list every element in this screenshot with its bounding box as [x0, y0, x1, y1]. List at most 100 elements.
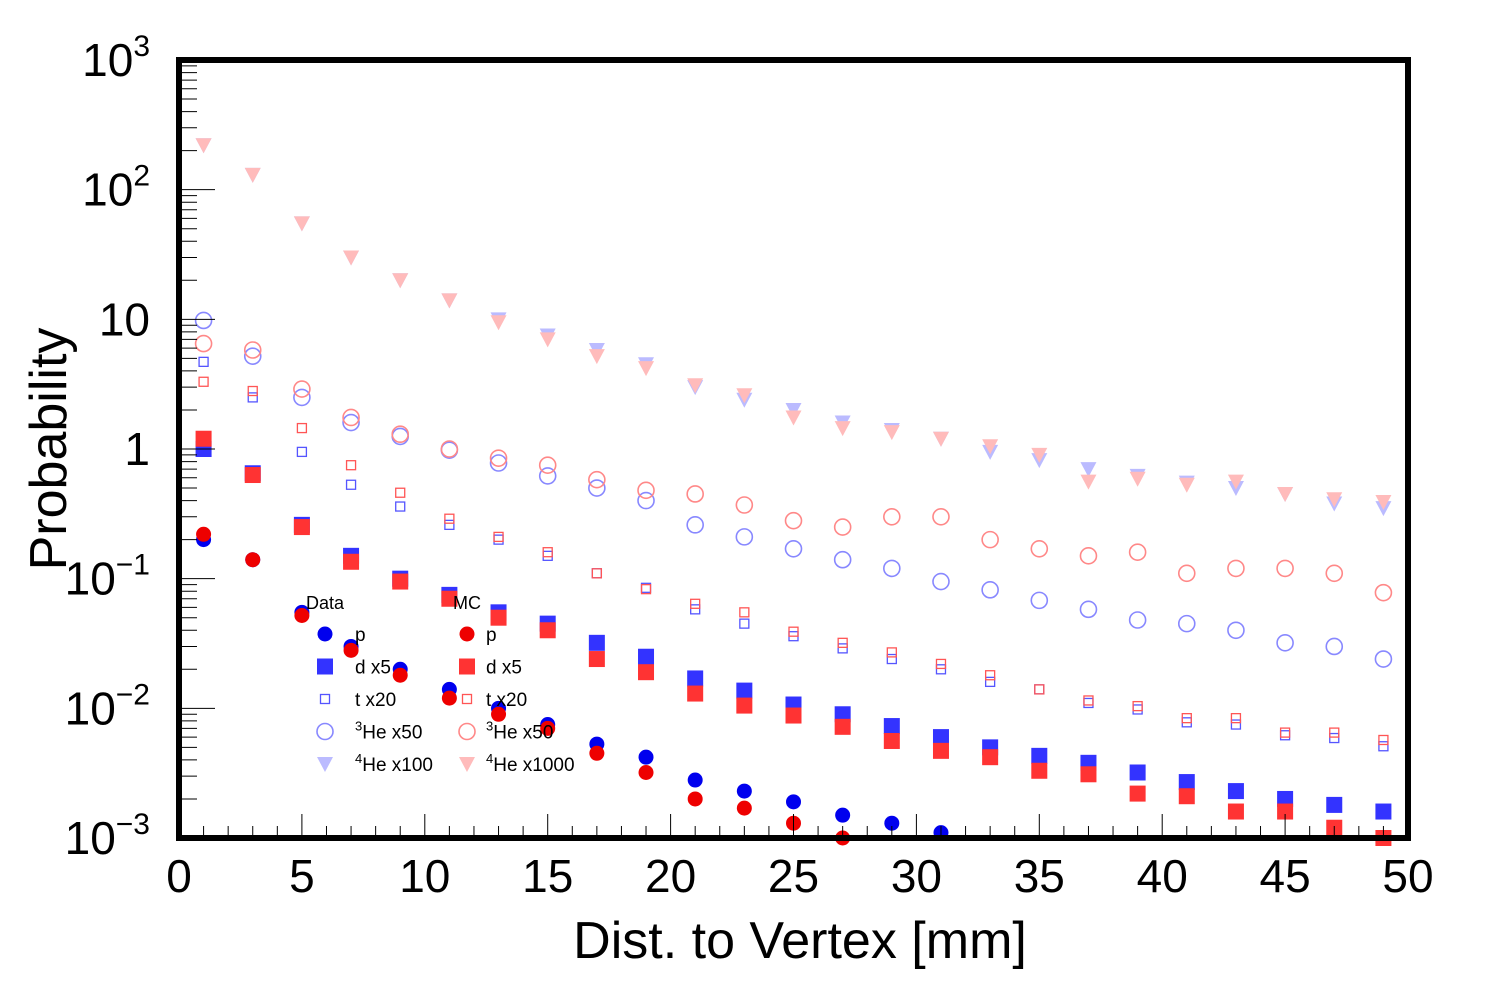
data-point: [539, 622, 556, 639]
data-point: [392, 573, 409, 590]
data-point: [1227, 803, 1244, 820]
y-tick-label: 10−2: [65, 678, 150, 734]
legend-entry: p: [317, 625, 366, 646]
data-point: [195, 430, 212, 447]
data-point: [1034, 684, 1045, 695]
data-point: [1378, 734, 1389, 746]
data-point: [1374, 650, 1393, 668]
data-point: [834, 718, 851, 735]
data-point: [932, 742, 949, 759]
data-point: [786, 794, 801, 810]
data-point: [296, 422, 308, 434]
data-point: [198, 356, 209, 368]
data-point: [690, 604, 701, 615]
data-point: [244, 167, 261, 183]
data-point: [739, 607, 750, 618]
data-point: [538, 467, 557, 485]
data-point: [1128, 543, 1147, 561]
data-point: [1080, 474, 1097, 490]
data-point: [1325, 564, 1344, 583]
data-point: [395, 487, 406, 498]
y-tick-labels: 10−3 10−2 10−1 1 10 102 103: [65, 30, 150, 864]
data-point: [490, 609, 507, 626]
data-point: [788, 626, 799, 637]
data-point: [886, 647, 897, 658]
data-point: [1128, 611, 1147, 629]
legend-marker: [317, 626, 333, 642]
data-point: [588, 479, 606, 497]
data-point: [493, 531, 504, 543]
data-point: [735, 496, 754, 514]
data-point: [883, 507, 901, 526]
data-point: [1279, 727, 1291, 738]
data-point: [687, 772, 703, 788]
data-point: [638, 749, 654, 765]
data-point: [491, 706, 507, 722]
data-point: [883, 425, 900, 441]
legend-label: p: [486, 625, 497, 646]
x-tick-label: 45: [1260, 850, 1311, 902]
x-tick-label: 10: [399, 850, 450, 902]
legend-marker: [461, 693, 473, 705]
legend-overflow-mask: [450, 748, 458, 776]
data-point: [687, 378, 704, 394]
data-point: [735, 528, 754, 546]
legend-entry: t x20: [461, 690, 527, 711]
x-tick-label: 20: [645, 850, 696, 902]
data-point: [1276, 634, 1294, 652]
data-point: [589, 745, 605, 761]
series-mc-square-filled: [195, 430, 1392, 846]
data-point: [243, 347, 262, 365]
legend-mc-header: MC: [453, 593, 481, 613]
legend-label: 3He x50: [355, 719, 422, 744]
data-point: [195, 138, 212, 154]
x-tick-label: 50: [1382, 850, 1433, 902]
data-point: [935, 664, 947, 675]
data-point: [834, 421, 851, 437]
data-point: [690, 598, 701, 609]
data-point: [638, 764, 654, 780]
data-point: [1374, 583, 1393, 602]
data-point: [837, 643, 848, 654]
data-marks: [194, 138, 1393, 846]
legend-data-header: Data: [306, 593, 345, 613]
legend-label: d x5: [486, 658, 522, 679]
data-point: [542, 547, 553, 558]
data-point: [293, 388, 311, 407]
data-point: [834, 706, 851, 723]
data-point: [982, 439, 999, 455]
data-point: [293, 216, 310, 232]
data-point: [981, 581, 999, 599]
data-point: [1178, 774, 1195, 791]
y-tick-label: 10: [99, 293, 150, 345]
data-point: [687, 685, 704, 702]
data-point: [294, 607, 310, 623]
data-point: [736, 682, 753, 699]
data-point: [1227, 621, 1245, 640]
data-point: [343, 250, 360, 266]
data-point: [785, 707, 802, 724]
data-point: [489, 454, 508, 472]
data-point: [1129, 785, 1146, 802]
legend-marker: [459, 757, 475, 772]
data-point: [441, 293, 458, 309]
data-point: [1178, 477, 1195, 493]
data-point: [686, 516, 704, 534]
data-point: [296, 446, 308, 458]
data-point: [884, 815, 900, 831]
data-point: [1277, 790, 1294, 807]
data-point: [1129, 471, 1146, 487]
legend-marker: [317, 658, 333, 675]
legend-entry: d x5: [317, 658, 391, 679]
series-data-circle-open: [194, 311, 1393, 668]
data-point: [638, 648, 655, 665]
data-point: [194, 311, 213, 330]
y-tick-label: 102: [82, 160, 150, 216]
data-point: [1083, 695, 1094, 706]
data-point: [687, 791, 703, 807]
data-point: [981, 530, 999, 549]
data-point: [1031, 762, 1048, 779]
